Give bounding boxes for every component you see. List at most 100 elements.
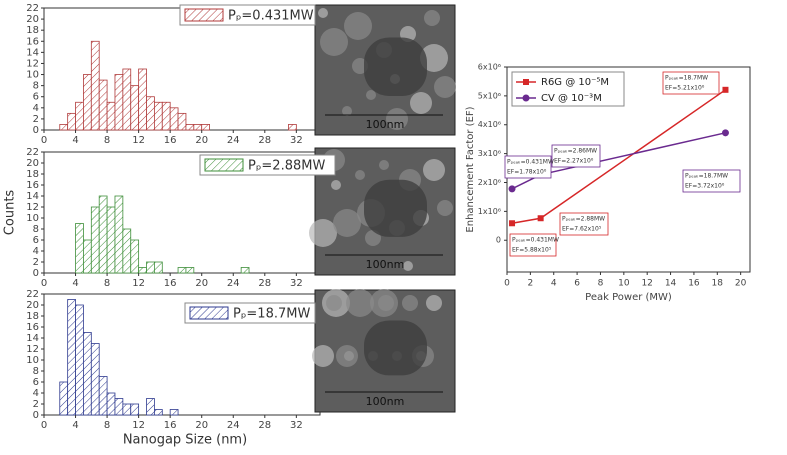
marker [508, 185, 516, 193]
sem-texture [320, 28, 348, 56]
y-tick-label: 8 [33, 224, 39, 235]
legend-marker [523, 79, 529, 85]
x-axis-label: Nanogap Size (nm) [123, 433, 247, 448]
sem-texture [365, 230, 381, 246]
bar [59, 124, 69, 131]
y-tick-label: 16 [26, 180, 39, 191]
y-tick-label: 6 [33, 235, 39, 246]
x-tick-label: 18 [712, 279, 724, 289]
bar [114, 74, 124, 131]
y-tick-label: 18 [26, 169, 39, 180]
sem-texture [423, 159, 445, 181]
bar [193, 124, 203, 131]
y-tick-label: 0 [33, 125, 39, 136]
bar [240, 267, 250, 274]
annotation-text: EF=1.78x10⁶ [507, 169, 547, 176]
bar [67, 299, 76, 416]
y-tick-label: 4 [33, 246, 39, 257]
sem-texture [326, 295, 342, 311]
y-tick-label: 2x10⁶ [478, 178, 501, 187]
x-tick-label: 12 [132, 135, 145, 146]
annotation-box [662, 71, 720, 95]
marker [721, 129, 729, 137]
sem-texture [410, 92, 432, 114]
annotation-box [682, 169, 741, 193]
sem-texture [379, 160, 389, 170]
x-tick-label: 32 [290, 135, 303, 146]
x-tick-label: 4 [551, 279, 557, 289]
y-tick-label: 10 [26, 355, 39, 366]
sem-texture [426, 295, 442, 311]
x-tick-label: 0 [41, 278, 47, 289]
bar [106, 101, 116, 131]
sem-texture [344, 12, 372, 40]
sem-dark-region [364, 179, 427, 237]
sem-texture [434, 76, 456, 98]
x-tick-label: 16 [164, 135, 177, 146]
x-axis-label: Peak Power (MW) [585, 292, 672, 303]
y-tick-label: 14 [26, 47, 39, 58]
y-tick-label: 10 [26, 213, 39, 224]
y-tick-label: 22 [26, 289, 39, 300]
bar [90, 40, 100, 131]
bar [98, 195, 108, 274]
bar [98, 376, 108, 416]
annotation-box [559, 212, 609, 236]
x-tick-label: 16 [164, 420, 177, 431]
bar [90, 206, 100, 274]
x-tick-label: 24 [227, 135, 240, 146]
annotation-text: Pₚₑₐₖ=2.86MW [554, 148, 597, 155]
y-tick-label: 1x10⁶ [478, 207, 501, 216]
y-tick-label: 16 [26, 322, 39, 333]
x-tick-label: 32 [290, 278, 303, 289]
bar [114, 398, 124, 416]
y-tick-label: 0 [496, 236, 501, 245]
annotation-text: EF=7.62x10⁵ [562, 226, 602, 233]
x-tick-label: 12 [132, 278, 145, 289]
bar [90, 343, 100, 416]
sem-dark-region [364, 37, 427, 96]
sem-texture [336, 345, 358, 367]
bar [169, 409, 179, 416]
x-tick-label: 24 [227, 278, 240, 289]
scale-label: 100nm [366, 395, 405, 408]
bar [106, 392, 116, 416]
x-tick-label: 20 [195, 278, 208, 289]
y-tick-label: 14 [26, 191, 39, 202]
sem-texture [403, 261, 413, 271]
y-tick-label: 5x10⁶ [478, 91, 501, 100]
x-tick-label: 16 [688, 279, 700, 289]
x-tick-label: 12 [132, 420, 145, 431]
marker [537, 215, 544, 222]
bar [169, 107, 179, 131]
sem-texture [386, 108, 408, 130]
bar [75, 304, 84, 416]
marker [509, 220, 516, 227]
bar [114, 195, 124, 274]
bar [185, 124, 195, 131]
y-tick-label: 12 [26, 344, 39, 355]
sem-texture [355, 170, 365, 180]
legend-swatch [204, 158, 244, 172]
y-tick-label: 18 [26, 311, 39, 322]
x-tick-label: 12 [641, 279, 652, 289]
x-tick-label: 8 [598, 279, 604, 289]
y-tick-label: 8 [33, 81, 39, 92]
sem-texture [333, 209, 361, 237]
legend-label: CV @ 10⁻³M [541, 93, 602, 104]
annotation-box [551, 144, 601, 168]
y-axis-label: Counts [3, 190, 18, 236]
x-tick-label: 8 [104, 135, 110, 146]
x-tick-label: 2 [527, 279, 533, 289]
x-tick-label: 4 [72, 420, 78, 431]
bar [83, 332, 92, 416]
x-tick-label: 0 [504, 279, 510, 289]
x-tick-label: 32 [290, 420, 303, 431]
x-tick-label: 4 [72, 278, 78, 289]
bar [146, 398, 155, 416]
legend-label: R6G @ 10⁻⁵M [541, 77, 609, 88]
y-tick-label: 14 [26, 333, 39, 344]
y-tick-label: 10 [26, 70, 39, 81]
sem-texture [318, 8, 328, 18]
bar [177, 267, 187, 274]
